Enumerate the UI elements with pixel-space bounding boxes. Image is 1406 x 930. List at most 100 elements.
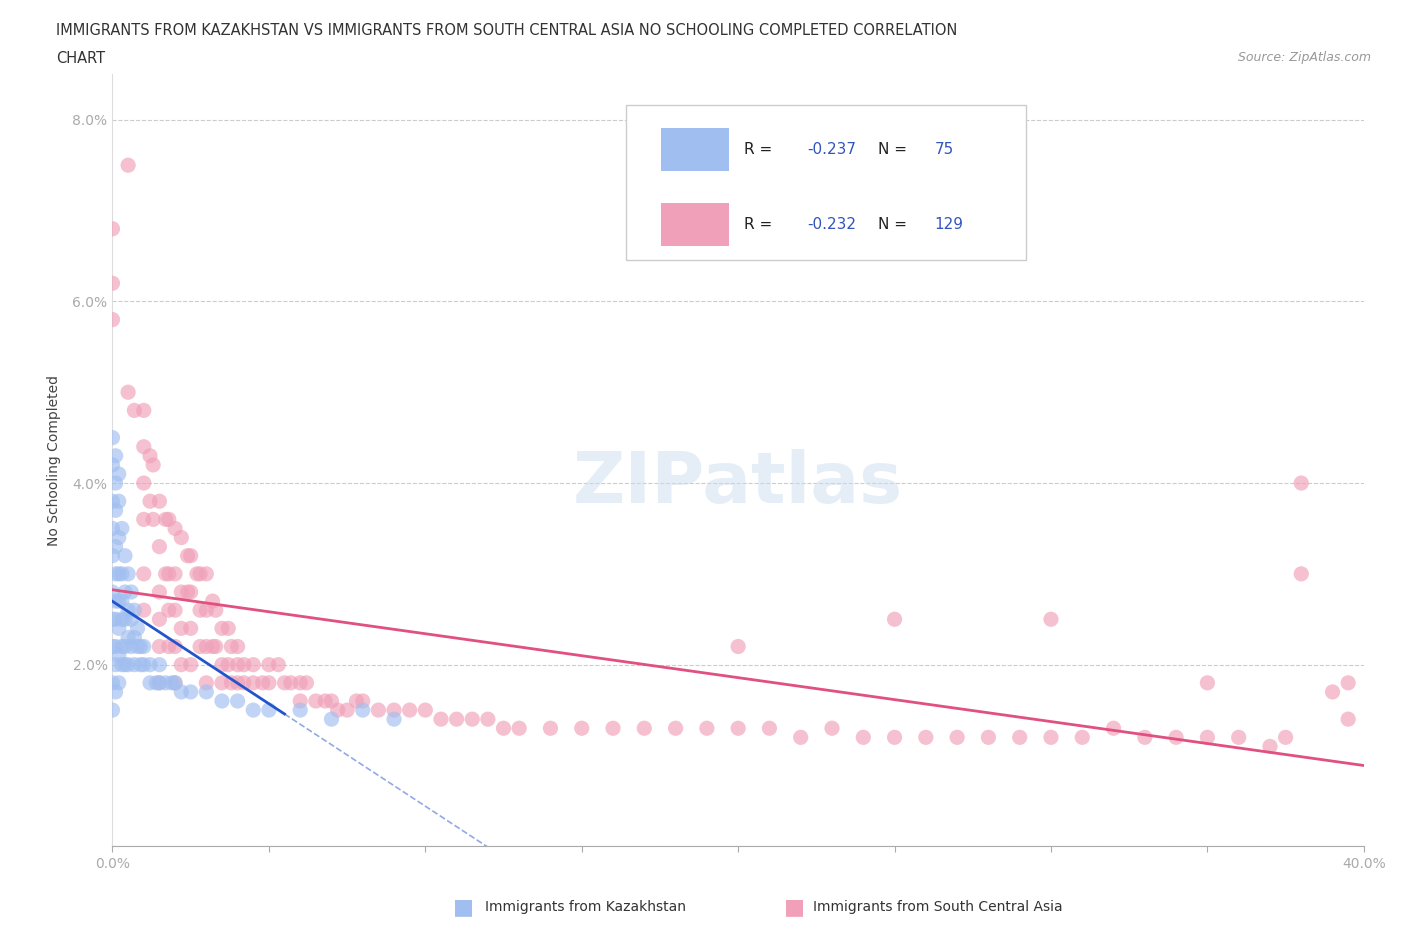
Point <box>104 566 127 581</box>
Point <box>382 711 405 726</box>
Point <box>821 721 844 736</box>
Point <box>290 703 312 718</box>
Point <box>180 621 202 636</box>
Point <box>321 694 343 709</box>
Point <box>117 385 139 400</box>
Point <box>242 703 264 718</box>
Point <box>120 585 142 600</box>
Point <box>290 694 312 709</box>
Point <box>111 521 134 536</box>
Point <box>101 703 124 718</box>
Point <box>195 603 218 618</box>
Point <box>148 675 170 690</box>
Point <box>352 703 374 718</box>
Point <box>157 566 180 581</box>
Point <box>163 521 186 536</box>
Text: IMMIGRANTS FROM KAZAKHSTAN VS IMMIGRANTS FROM SOUTH CENTRAL ASIA NO SCHOOLING CO: IMMIGRANTS FROM KAZAKHSTAN VS IMMIGRANTS… <box>56 23 957 38</box>
Point <box>132 639 155 654</box>
Point <box>540 721 562 736</box>
Bar <box>661 204 730 246</box>
Point <box>170 530 193 545</box>
Bar <box>661 128 730 171</box>
Point <box>114 658 136 672</box>
Point <box>107 648 129 663</box>
Point <box>211 658 233 672</box>
Point <box>461 711 484 726</box>
Point <box>1291 566 1313 581</box>
Point <box>633 721 655 736</box>
Point <box>163 603 186 618</box>
Point <box>195 675 218 690</box>
Point <box>155 675 177 690</box>
Point <box>176 549 198 564</box>
Point <box>195 639 218 654</box>
Point <box>101 276 124 291</box>
Point <box>139 448 162 463</box>
Point <box>101 585 124 600</box>
Point <box>226 694 249 709</box>
Text: 75: 75 <box>935 141 953 157</box>
Point <box>104 475 127 490</box>
Point <box>104 448 127 463</box>
Point <box>142 458 165 472</box>
Point <box>267 658 290 672</box>
Point <box>127 639 149 654</box>
Point <box>204 639 226 654</box>
Point <box>132 512 155 526</box>
Point <box>232 675 254 690</box>
Point <box>446 711 468 726</box>
Point <box>221 639 243 654</box>
Point <box>180 585 202 600</box>
Point <box>188 603 211 618</box>
Point <box>142 512 165 526</box>
Point <box>104 658 127 672</box>
Text: 129: 129 <box>935 217 963 232</box>
Point <box>321 711 343 726</box>
Point <box>977 730 1000 745</box>
Point <box>226 639 249 654</box>
Point <box>148 494 170 509</box>
Point <box>195 566 218 581</box>
Point <box>139 658 162 672</box>
Point <box>211 675 233 690</box>
Point <box>242 658 264 672</box>
Point <box>104 684 127 699</box>
Point <box>226 675 249 690</box>
Point <box>242 675 264 690</box>
Point <box>367 703 389 718</box>
Point <box>852 730 875 745</box>
Point <box>1039 730 1063 745</box>
Point <box>170 684 193 699</box>
Text: Source: ZipAtlas.com: Source: ZipAtlas.com <box>1237 51 1371 64</box>
Point <box>280 675 302 690</box>
Point <box>129 658 152 672</box>
Point <box>107 530 129 545</box>
Point <box>915 730 938 745</box>
Point <box>314 694 336 709</box>
Point <box>129 639 152 654</box>
Point <box>111 612 134 627</box>
Point <box>117 630 139 644</box>
Point <box>170 585 193 600</box>
Point <box>104 612 127 627</box>
Point <box>107 675 129 690</box>
Point <box>1337 711 1360 726</box>
Text: -0.237: -0.237 <box>807 141 856 157</box>
Text: N =: N = <box>879 141 912 157</box>
Point <box>176 585 198 600</box>
Point <box>1166 730 1188 745</box>
Text: ■: ■ <box>454 897 474 917</box>
Point <box>180 684 202 699</box>
Point <box>124 403 146 418</box>
Point <box>157 639 180 654</box>
Point <box>257 675 280 690</box>
Point <box>1039 612 1063 627</box>
Point <box>602 721 624 736</box>
Text: R =: R = <box>744 141 778 157</box>
Point <box>273 675 295 690</box>
Point <box>101 521 124 536</box>
Point <box>257 703 280 718</box>
Point <box>382 703 405 718</box>
Point <box>1197 730 1219 745</box>
Point <box>117 603 139 618</box>
